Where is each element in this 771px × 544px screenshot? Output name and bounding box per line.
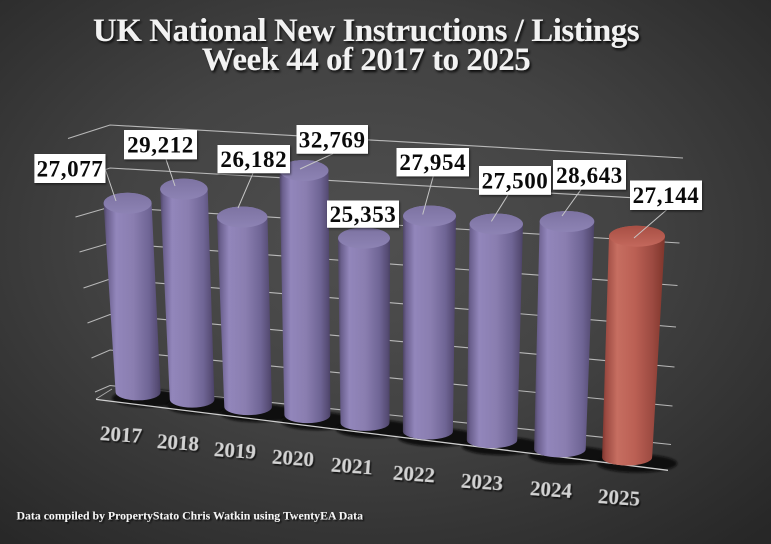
svg-text:2018: 2018: [156, 429, 200, 456]
svg-text:2023: 2023: [460, 468, 504, 495]
svg-text:26,182: 26,182: [220, 147, 287, 172]
svg-text:29,212: 29,212: [127, 133, 194, 158]
svg-text:27,144: 27,144: [633, 183, 700, 208]
svg-text:27,077: 27,077: [37, 157, 104, 182]
svg-text:UK National New Instructions /: UK National New Instructions / Listings: [93, 13, 640, 49]
svg-text:Data compiled by PropertyStato: Data compiled by PropertyStato Chris Wat…: [17, 509, 364, 523]
svg-text:27,954: 27,954: [399, 150, 466, 175]
svg-text:2025: 2025: [597, 484, 641, 511]
svg-text:2019: 2019: [213, 437, 257, 464]
svg-text:2020: 2020: [271, 445, 315, 472]
svg-text:2022: 2022: [392, 460, 436, 487]
svg-text:32,769: 32,769: [299, 127, 366, 152]
svg-text:2024: 2024: [529, 476, 573, 503]
svg-text:2017: 2017: [99, 421, 143, 448]
svg-text:25,353: 25,353: [330, 202, 397, 227]
svg-text:Week 44 of 2017 to 2025: Week 44 of 2017 to 2025: [202, 42, 531, 78]
svg-text:27,500: 27,500: [482, 168, 549, 193]
svg-text:2021: 2021: [330, 453, 374, 480]
svg-text:28,643: 28,643: [556, 163, 623, 188]
